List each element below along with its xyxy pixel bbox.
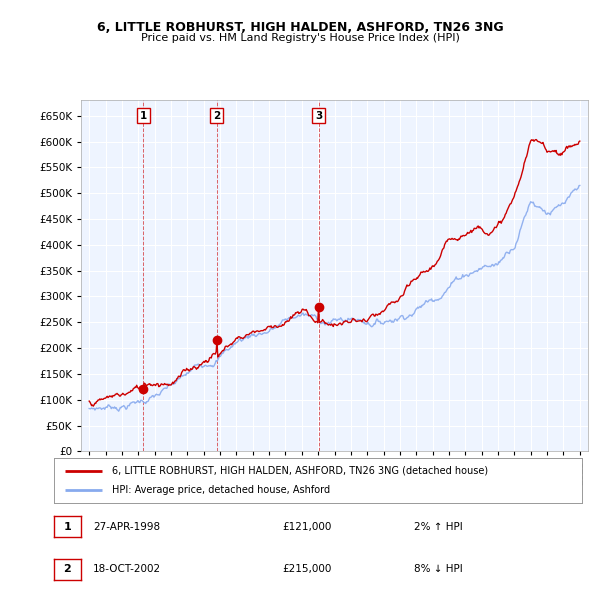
Text: 2% ↑ HPI: 2% ↑ HPI xyxy=(414,522,463,532)
Text: 3: 3 xyxy=(315,111,322,121)
Text: 6, LITTLE ROBHURST, HIGH HALDEN, ASHFORD, TN26 3NG: 6, LITTLE ROBHURST, HIGH HALDEN, ASHFORD… xyxy=(97,21,503,34)
Text: 1: 1 xyxy=(64,522,71,532)
Text: HPI: Average price, detached house, Ashford: HPI: Average price, detached house, Ashf… xyxy=(112,486,330,495)
Text: Price paid vs. HM Land Registry's House Price Index (HPI): Price paid vs. HM Land Registry's House … xyxy=(140,33,460,43)
Text: £121,000: £121,000 xyxy=(282,522,331,532)
Text: 6, LITTLE ROBHURST, HIGH HALDEN, ASHFORD, TN26 3NG (detached house): 6, LITTLE ROBHURST, HIGH HALDEN, ASHFORD… xyxy=(112,466,488,476)
Text: 2: 2 xyxy=(213,111,220,121)
Text: 18-OCT-2002: 18-OCT-2002 xyxy=(93,565,161,574)
Text: 27-APR-1998: 27-APR-1998 xyxy=(93,522,160,532)
Text: £215,000: £215,000 xyxy=(282,565,331,574)
Text: 2: 2 xyxy=(64,565,71,574)
Text: 8% ↓ HPI: 8% ↓ HPI xyxy=(414,565,463,574)
Text: 1: 1 xyxy=(140,111,147,121)
